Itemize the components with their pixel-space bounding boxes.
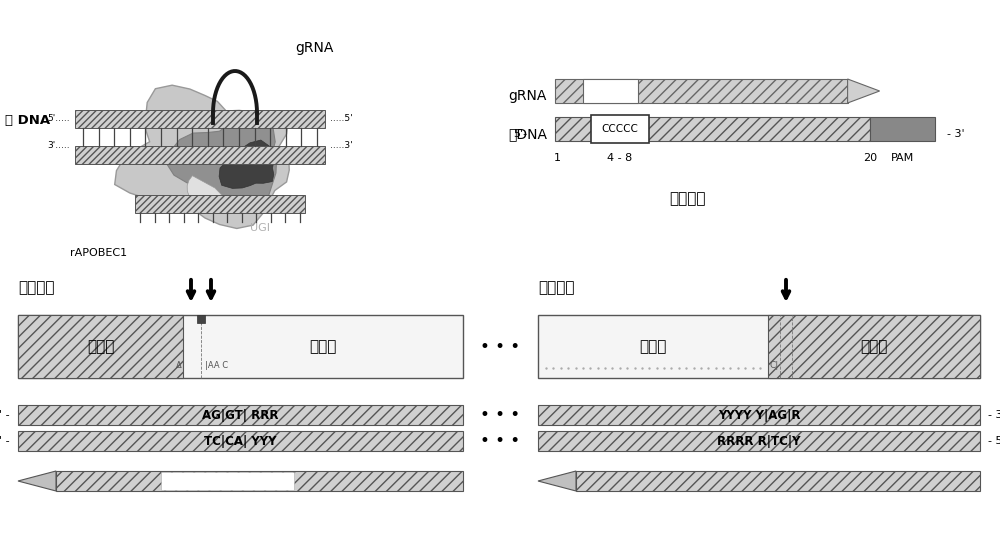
Text: 4 - 8: 4 - 8 — [607, 153, 633, 163]
Text: 外显子: 外显子 — [87, 339, 114, 354]
Polygon shape — [219, 140, 274, 188]
Bar — [18, 315, 463, 378]
Bar — [75, 146, 325, 164]
Bar — [161, 472, 294, 490]
Text: YYYY Y|AG|R: YYYY Y|AG|R — [718, 408, 800, 422]
Bar — [75, 110, 325, 128]
Polygon shape — [538, 471, 576, 491]
Text: .....3': .....3' — [330, 141, 353, 150]
Text: • • •: • • • — [480, 406, 520, 424]
Polygon shape — [848, 79, 880, 103]
Bar — [18, 405, 463, 425]
Text: 1: 1 — [553, 153, 560, 163]
Bar — [135, 195, 305, 213]
Polygon shape — [115, 85, 289, 229]
Text: • • •: • • • — [480, 337, 520, 356]
Text: TC|CA| YYY: TC|CA| YYY — [204, 434, 277, 448]
Bar — [870, 117, 935, 141]
Text: - 5': - 5' — [988, 436, 1000, 446]
Text: gRNA: gRNA — [509, 89, 547, 103]
Polygon shape — [166, 118, 276, 208]
Bar — [197, 315, 205, 323]
Text: CCCCC: CCCCC — [602, 124, 638, 134]
Text: 5'.....: 5'..... — [47, 115, 70, 124]
Text: RRRR R|TC|Y: RRRR R|TC|Y — [717, 434, 801, 448]
Text: UGI: UGI — [250, 223, 270, 233]
Text: 剪接供体: 剪接供体 — [18, 280, 54, 295]
Text: 内含子: 内含子 — [639, 339, 667, 354]
Text: 内含子: 内含子 — [309, 339, 337, 354]
Text: 外显子: 外显子 — [860, 339, 888, 354]
Text: - 3': - 3' — [988, 410, 1000, 420]
Text: 3'.....: 3'..... — [47, 141, 70, 150]
Bar — [538, 431, 980, 451]
Bar — [56, 471, 463, 491]
Polygon shape — [18, 471, 56, 491]
Text: 5' -: 5' - — [0, 410, 10, 420]
Bar — [591, 115, 649, 143]
Text: C|: C| — [770, 361, 779, 370]
Text: 编辑窗口: 编辑窗口 — [670, 191, 706, 206]
Text: PAM: PAM — [891, 153, 914, 163]
Bar — [583, 79, 638, 103]
Text: gRNA: gRNA — [295, 41, 333, 55]
Text: 靶DNA: 靶DNA — [508, 127, 547, 141]
Bar — [555, 117, 870, 141]
Bar — [538, 315, 980, 378]
Polygon shape — [187, 176, 231, 209]
Bar — [18, 315, 183, 378]
Text: 20: 20 — [863, 153, 877, 163]
Text: Δ: Δ — [176, 361, 182, 370]
Text: 剪接受体: 剪接受体 — [538, 280, 574, 295]
Bar — [768, 315, 980, 378]
Text: - 3': - 3' — [947, 129, 965, 139]
Bar — [18, 431, 463, 451]
Text: 3' -: 3' - — [0, 436, 10, 446]
Text: rAPOBEC1: rAPOBEC1 — [70, 248, 127, 258]
Text: |AA C: |AA C — [205, 361, 228, 370]
Bar — [576, 471, 980, 491]
Bar — [538, 405, 980, 425]
Text: .....5': .....5' — [330, 115, 353, 124]
Text: AG|GT| RRR: AG|GT| RRR — [202, 408, 279, 422]
Text: • • •: • • • — [480, 432, 520, 450]
Text: 5'-: 5'- — [513, 129, 527, 139]
Bar — [555, 79, 848, 103]
Text: 靶 DNA: 靶 DNA — [5, 114, 50, 126]
